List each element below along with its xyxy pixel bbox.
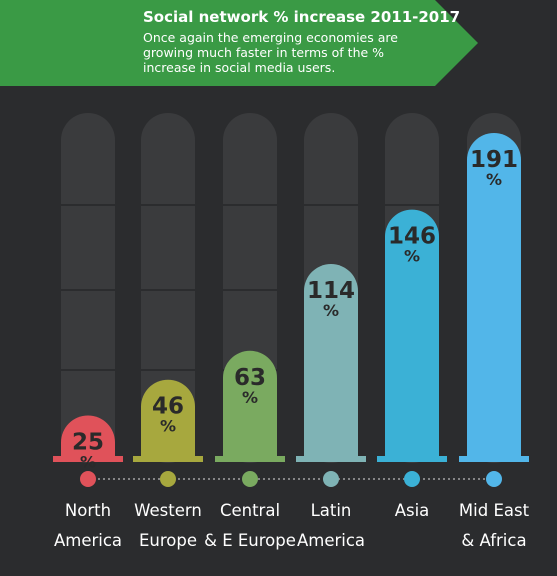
- bar-foot: [53, 456, 123, 462]
- category-label: Central & E Europe: [204, 501, 296, 550]
- bar: [141, 379, 195, 458]
- category-label: Asia: [395, 501, 430, 520]
- category-labels: North America Western Europe Central & E Euro…: [54, 501, 530, 550]
- percent-label: %: [242, 388, 258, 407]
- bar-foot: [133, 456, 203, 462]
- category-label-line: Asia: [395, 501, 430, 520]
- bar-track: [61, 113, 115, 463]
- bar-foot: [296, 456, 366, 462]
- category-dots: [80, 471, 502, 487]
- value-label: 146: [388, 224, 436, 250]
- category-label-line: America: [297, 531, 365, 550]
- category-label-line: North: [65, 501, 111, 520]
- percent-label: %: [80, 452, 96, 471]
- category-label-line: Central: [220, 501, 280, 520]
- bar-foot: [377, 456, 447, 462]
- category-label-line: Latin: [311, 501, 352, 520]
- value-label: 63: [234, 365, 266, 391]
- bar: [61, 415, 115, 458]
- value-label: 114: [307, 278, 355, 304]
- value-label: 46: [152, 394, 184, 420]
- bar: [385, 209, 439, 458]
- value-label: 191: [470, 147, 518, 173]
- bar-track: [141, 113, 195, 463]
- bar: [304, 264, 358, 458]
- banner-arrow-shape: [0, 0, 478, 86]
- category-label-line: Western: [134, 501, 202, 520]
- bar: [223, 350, 277, 458]
- category-label: Latin America: [297, 501, 365, 550]
- value-label: 25: [72, 429, 104, 455]
- category-dot: [80, 471, 96, 487]
- bar-tracks: [61, 113, 521, 463]
- gridlines: [60, 204, 525, 371]
- chart-subtitle: Once again the emerging economies are gr…: [143, 30, 398, 75]
- chart-title: Social network % increase 2011-2017: [143, 8, 461, 26]
- category-label: North America: [54, 501, 122, 550]
- category-label-line: Mid East: [459, 501, 530, 520]
- bars: [53, 133, 529, 462]
- category-dot: [404, 471, 420, 487]
- category-label-line: & Africa: [461, 531, 526, 550]
- percent-label: %: [323, 301, 339, 320]
- bar-foot: [459, 456, 529, 462]
- value-labels: 25%46%63%114%146%191%: [72, 147, 518, 471]
- category-label: Mid East & Africa: [459, 501, 530, 550]
- category-dot: [160, 471, 176, 487]
- category-label-line: & E Europe: [204, 531, 296, 550]
- category-label-line: Europe: [139, 531, 197, 550]
- title-banner: [0, 0, 478, 86]
- percent-label: %: [160, 417, 176, 436]
- category-label-line: America: [54, 531, 122, 550]
- category-dot: [486, 471, 502, 487]
- bar: [467, 133, 521, 458]
- bar-foot: [215, 456, 285, 462]
- category-dot: [242, 471, 258, 487]
- category-dot: [323, 471, 339, 487]
- percent-label: %: [486, 170, 502, 189]
- percent-label: %: [404, 247, 420, 266]
- category-label: Western Europe: [134, 501, 202, 550]
